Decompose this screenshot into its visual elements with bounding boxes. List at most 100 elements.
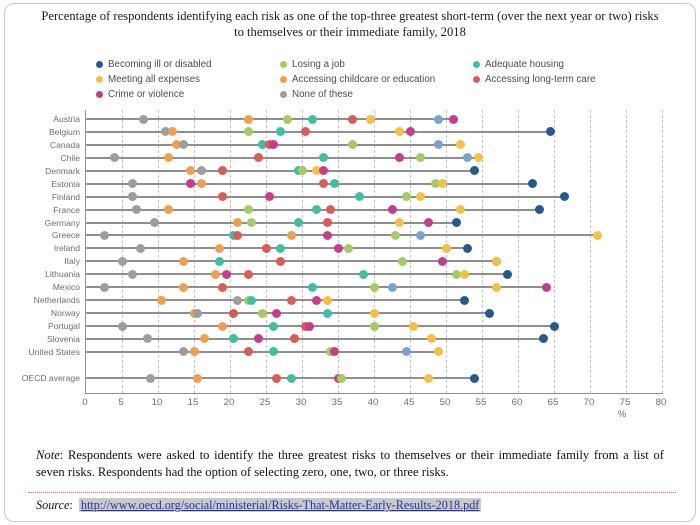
legend-column: Becoming ill or disabled Meeting all expe… bbox=[96, 57, 326, 102]
dot-none bbox=[128, 269, 138, 279]
country-label-canada: Canada bbox=[49, 139, 80, 150]
dot-expenses bbox=[473, 153, 483, 163]
dot-housing bbox=[322, 308, 332, 318]
x-tick-55: 55 bbox=[475, 397, 487, 408]
dot-housing bbox=[311, 205, 321, 215]
dot-childcare bbox=[189, 347, 199, 357]
dot-ltc bbox=[232, 230, 242, 240]
legend-item-ltc: Accessing long-term care bbox=[473, 72, 700, 87]
legend-swatch-job-icon bbox=[280, 61, 287, 68]
dot-ill bbox=[452, 218, 462, 228]
note-label: Note bbox=[36, 448, 60, 462]
dot-none bbox=[117, 321, 127, 331]
dot-crime bbox=[387, 205, 397, 215]
x-tick-70: 70 bbox=[583, 397, 595, 408]
country-label-finland: Finland bbox=[51, 191, 80, 202]
dot-childcare bbox=[218, 321, 228, 331]
dot-crime bbox=[329, 347, 339, 357]
dot-expenses bbox=[311, 166, 321, 176]
dot-ltc bbox=[243, 269, 253, 279]
country-label-oecd-average: OECD average bbox=[21, 373, 80, 383]
row-line bbox=[86, 169, 475, 172]
row-line bbox=[86, 195, 565, 198]
dot-ill bbox=[527, 179, 537, 189]
country-label-portugal: Portugal bbox=[47, 321, 80, 332]
dot-ill bbox=[416, 230, 426, 240]
dot-ltc bbox=[326, 205, 336, 215]
legend-column: Losing a job Accessing childcare or educa… bbox=[280, 57, 510, 102]
dot-ill bbox=[545, 127, 555, 137]
x-tick-35: 35 bbox=[331, 397, 343, 408]
dot-ltc bbox=[229, 308, 239, 318]
dot-expenses bbox=[427, 334, 437, 344]
dot-ltc bbox=[243, 347, 253, 357]
dot-housing bbox=[308, 114, 318, 124]
dot-ltc bbox=[275, 256, 285, 266]
row-line bbox=[86, 337, 544, 340]
dot-crime bbox=[394, 153, 404, 163]
dot-housing bbox=[268, 321, 278, 331]
row-line bbox=[86, 299, 464, 302]
legend-swatch-expenses-icon bbox=[96, 76, 103, 83]
dot-ill bbox=[470, 166, 480, 176]
dot-ltc bbox=[301, 127, 311, 137]
legend-label: Adequate housing bbox=[485, 59, 564, 70]
country-label-denmark: Denmark bbox=[45, 165, 80, 176]
row-line bbox=[86, 350, 439, 353]
dot-childcare bbox=[286, 230, 296, 240]
legend-item-job: Losing a job bbox=[280, 57, 510, 72]
x-tick-0: 0 bbox=[82, 397, 88, 408]
row-line bbox=[86, 118, 454, 120]
dot-ltc bbox=[290, 334, 300, 344]
dot-job bbox=[297, 166, 307, 176]
country-label-belgium: Belgium bbox=[48, 126, 80, 137]
dot-expenses bbox=[416, 192, 426, 202]
plot-area bbox=[85, 110, 663, 394]
dot-childcare bbox=[196, 179, 206, 189]
dot-ltc bbox=[286, 295, 296, 305]
dot-none bbox=[178, 140, 188, 150]
dot-expenses bbox=[409, 321, 419, 331]
dot-ill bbox=[459, 295, 469, 305]
dot-ltc bbox=[272, 373, 282, 383]
gridline-55 bbox=[482, 110, 483, 393]
dot-expenses bbox=[423, 373, 433, 383]
row-line bbox=[86, 325, 554, 328]
dot-crime bbox=[542, 282, 552, 292]
dot-crime bbox=[185, 179, 195, 189]
dot-none bbox=[149, 218, 159, 228]
dot-crime bbox=[272, 308, 282, 318]
legend-label: Crime or violence bbox=[108, 89, 185, 100]
dot-job bbox=[430, 179, 440, 189]
x-tick-20: 20 bbox=[223, 397, 235, 408]
dot-housing bbox=[247, 295, 257, 305]
legend-swatch-ill-icon bbox=[96, 61, 103, 68]
dot-crime bbox=[405, 127, 415, 137]
dot-housing bbox=[275, 243, 285, 253]
source-url-link[interactable]: http://www.oecd.org/social/ministerial/R… bbox=[78, 498, 482, 512]
legend-item-housing: Adequate housing bbox=[473, 57, 700, 72]
x-tick-25: 25 bbox=[259, 397, 271, 408]
row-line bbox=[86, 312, 490, 315]
dot-childcare bbox=[164, 153, 174, 163]
row-line bbox=[86, 182, 533, 185]
dot-childcare bbox=[200, 334, 210, 344]
dot-job bbox=[391, 230, 401, 240]
dot-expenses bbox=[459, 269, 469, 279]
country-label-italy: Italy bbox=[64, 256, 80, 267]
dot-ltc bbox=[218, 166, 228, 176]
dot-expenses bbox=[394, 127, 404, 137]
dot-ill bbox=[538, 334, 548, 344]
dot-none bbox=[139, 114, 149, 124]
dot-ill bbox=[434, 114, 444, 124]
legend-label: None of these bbox=[292, 89, 354, 100]
dot-ltc bbox=[254, 153, 264, 163]
dot-job bbox=[243, 205, 253, 215]
x-tick-30: 30 bbox=[295, 397, 307, 408]
x-tick-65: 65 bbox=[547, 397, 559, 408]
country-label-norway: Norway bbox=[50, 308, 80, 319]
dot-expenses bbox=[365, 114, 375, 124]
dot-none bbox=[110, 153, 120, 163]
dot-crime bbox=[322, 230, 332, 240]
country-label-mexico: Mexico bbox=[52, 282, 80, 293]
